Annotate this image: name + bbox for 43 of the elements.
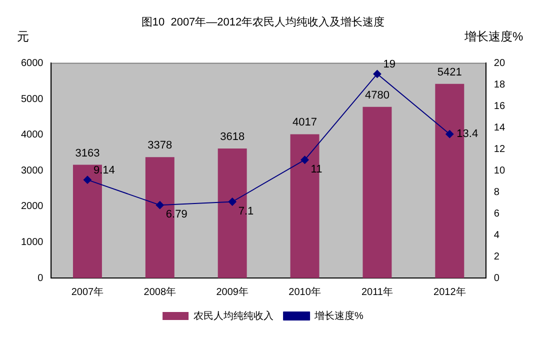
point	[300, 156, 309, 164]
y2-axis-title: 增长速度%	[464, 30, 524, 44]
y2-tick-label: 14	[494, 122, 506, 134]
y-tick-label: 5000	[20, 94, 44, 105]
y2-tick-label: 6	[494, 208, 500, 220]
y-tick-label: 0	[38, 272, 44, 284]
x-tick-label: 2011年	[361, 286, 393, 298]
x-tick-label: 2009年	[216, 286, 248, 298]
y2-tick-label: 2	[494, 251, 500, 262]
point	[446, 130, 454, 138]
point	[156, 201, 164, 210]
legend-label: 增长速度%	[314, 310, 364, 322]
data-label: 4017	[292, 116, 318, 129]
y2-tick-label: 16	[494, 100, 506, 112]
legend-label: 农民人均纯纯收入	[194, 310, 274, 322]
point	[373, 70, 382, 78]
x-tick-label: 2008年	[144, 286, 176, 298]
y-tick-label: 6000	[20, 58, 44, 69]
y-tick-label: 2000	[20, 201, 44, 212]
y2-tick-label: 20	[494, 58, 506, 69]
y-tick-label: 1000	[20, 236, 44, 248]
y2-tick-label: 10	[494, 165, 506, 176]
point	[228, 198, 236, 206]
y-tick-label: 3000	[20, 165, 44, 176]
data-label: 4780	[364, 89, 390, 102]
x-tick-label: 2012年	[434, 286, 466, 298]
data-label: 3163	[75, 147, 100, 160]
y-axis-title: 元	[17, 30, 30, 44]
y2-tick-label: 18	[494, 79, 506, 90]
point	[83, 176, 92, 184]
y-tick-label: 4000	[20, 130, 44, 141]
x-tick-label: 2010年	[288, 286, 321, 298]
x-tick-label: 2007年	[71, 286, 104, 298]
y2-tick-label: 4	[494, 230, 500, 241]
data-label: 19	[383, 58, 396, 70]
bar	[362, 106, 392, 278]
data-label: 3618	[220, 131, 245, 144]
y2-tick-label: 12	[494, 144, 506, 155]
data-label: 3378	[148, 140, 172, 152]
chart-title: 图10 2007年—2012年农民人均纯收入及增长速度	[141, 16, 385, 29]
y2-tick-label: 8	[494, 186, 500, 198]
data-label: 5421	[437, 66, 462, 78]
y2-tick-label: 0	[494, 272, 500, 284]
